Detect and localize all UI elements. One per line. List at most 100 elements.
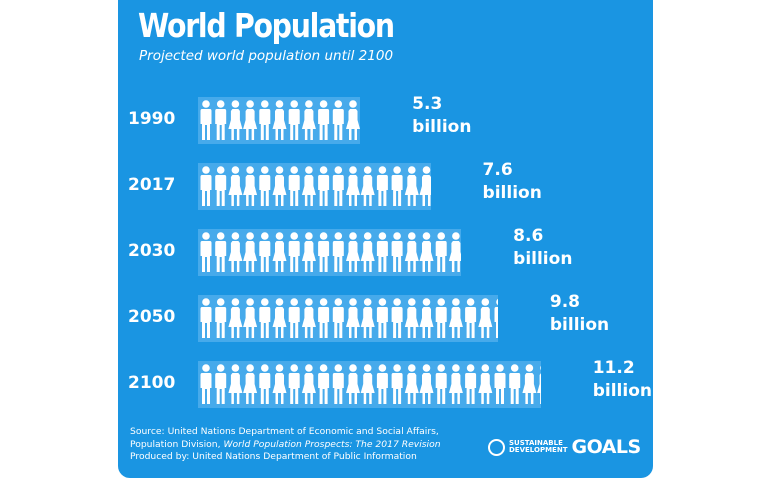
female-figure-icon — [404, 166, 419, 206]
male-figure-icon — [215, 364, 227, 404]
male-figure-icon — [494, 298, 498, 338]
male-figure-icon — [435, 298, 447, 338]
male-figure-icon — [332, 298, 344, 338]
sdg-logo: SUSTAINABLE DEVELOPMENT GOALS — [488, 436, 641, 458]
female-figure-icon — [360, 166, 375, 206]
logo-goals: GOALS — [571, 436, 641, 458]
female-figure-icon — [404, 298, 419, 338]
population-bar — [198, 295, 498, 342]
male-figure-icon — [215, 166, 227, 206]
source-line-3: Produced by: United Nations Department o… — [130, 451, 417, 462]
female-figure-icon — [346, 232, 360, 272]
male-figure-icon — [259, 364, 271, 404]
male-figure-icon — [391, 232, 403, 272]
male-figure-icon — [332, 100, 344, 140]
female-figure-icon — [228, 232, 243, 272]
female-figure-icon — [301, 166, 316, 206]
row-2017: 2017 7.6 billion — [118, 160, 653, 211]
male-figure-icon — [318, 232, 330, 272]
male-figure-icon — [376, 364, 388, 404]
female-figure-icon — [537, 366, 541, 404]
male-figure-icon — [259, 100, 271, 140]
male-figure-icon — [288, 232, 300, 272]
female-figure-icon — [243, 232, 258, 272]
female-figure-icon — [272, 298, 287, 338]
male-figure-icon — [200, 232, 212, 272]
female-figure-icon — [272, 166, 287, 206]
source-line-1: Source: United Nations Department of Eco… — [130, 426, 439, 437]
female-figure-icon — [404, 232, 419, 272]
year-label: 1990 — [128, 109, 176, 129]
value-label: 7.6 billion — [483, 159, 542, 205]
female-figure-icon — [228, 364, 243, 404]
value-number: 8.6 — [513, 226, 544, 246]
male-figure-icon — [391, 364, 403, 404]
female-figure-icon — [243, 298, 258, 338]
value-unit: billion — [482, 183, 542, 203]
female-figure-icon — [448, 232, 462, 272]
male-figure-icon — [200, 100, 212, 140]
male-figure-icon — [200, 298, 212, 338]
male-figure-icon — [391, 166, 403, 206]
male-figure-icon — [376, 298, 388, 338]
female-figure-icon — [272, 100, 287, 140]
row-2030: 2030 8.6 billion — [118, 226, 653, 277]
female-figure-icon — [301, 232, 316, 272]
male-figure-icon — [215, 100, 227, 140]
un-globe-icon — [488, 438, 505, 456]
female-figure-icon — [419, 298, 434, 338]
male-figure-icon — [318, 166, 330, 206]
male-figure-icon — [509, 364, 521, 404]
female-figure-icon — [346, 166, 360, 206]
population-bar — [198, 97, 361, 144]
male-figure-icon — [200, 166, 212, 206]
female-figure-icon — [301, 298, 316, 338]
male-figure-icon — [494, 364, 506, 404]
male-figure-icon — [391, 298, 403, 338]
female-figure-icon — [419, 232, 434, 272]
female-figure-icon — [448, 364, 463, 404]
logo-line-1: SUSTAINABLE — [509, 439, 563, 447]
male-figure-icon — [318, 100, 330, 140]
male-figure-icon — [376, 232, 388, 272]
year-label: 2050 — [128, 307, 176, 327]
population-bar — [198, 361, 541, 408]
male-figure-icon — [376, 166, 388, 206]
value-label: 8.6 billion — [513, 225, 572, 271]
male-figure-icon — [215, 298, 227, 338]
female-figure-icon — [346, 298, 360, 338]
male-figure-icon — [288, 298, 300, 338]
female-figure-icon — [346, 364, 360, 404]
value-number: 11.2 — [592, 358, 635, 378]
female-figure-icon — [404, 364, 419, 404]
source-note: Source: United Nations Department of Eco… — [130, 426, 441, 464]
female-figure-icon — [346, 100, 360, 140]
source-publication: World Population Prospects: The 2017 Rev… — [223, 438, 441, 450]
female-figure-icon — [228, 100, 243, 140]
female-figure-icon — [478, 364, 493, 404]
chart-subtitle: Projected world population until 2100 — [139, 48, 394, 64]
female-figure-icon — [522, 364, 537, 404]
male-figure-icon — [318, 298, 330, 338]
population-bar — [198, 229, 462, 276]
male-figure-icon — [288, 364, 300, 404]
male-figure-icon — [288, 166, 300, 206]
value-unit: billion — [412, 117, 472, 137]
female-figure-icon — [448, 298, 463, 338]
female-figure-icon — [360, 232, 375, 272]
value-number: 5.3 — [412, 94, 443, 114]
female-figure-icon — [228, 298, 243, 338]
female-figure-icon — [301, 364, 316, 404]
value-number: 7.6 — [482, 160, 513, 180]
female-figure-icon — [360, 298, 375, 338]
female-figure-icon — [243, 166, 258, 206]
year-label: 2100 — [128, 373, 176, 393]
female-figure-icon — [360, 364, 375, 404]
infographic-card: World Population Projected world populat… — [118, 0, 653, 478]
female-figure-icon — [478, 298, 493, 338]
chart-title: World Population — [138, 6, 395, 45]
year-label: 2030 — [128, 241, 176, 261]
year-label: 2017 — [128, 175, 176, 195]
value-unit: billion — [513, 249, 573, 269]
logo-line-2: DEVELOPMENT — [509, 446, 568, 454]
